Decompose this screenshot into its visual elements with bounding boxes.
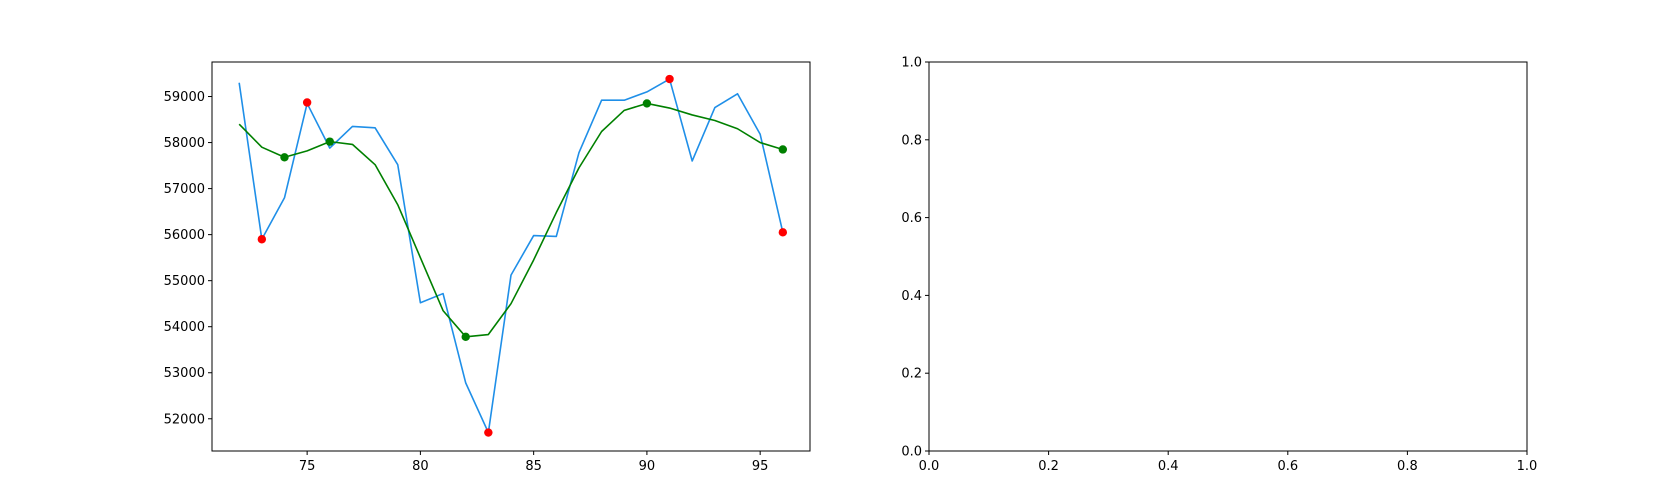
empty-chart-y-tick-label: 0.0 [901, 445, 922, 460]
price-chart-point-extrema [302, 98, 312, 107]
empty-chart-frame [928, 61, 1528, 452]
empty-chart: 0.0 0.2 0.4 0.6 0.8 1.0 0.0 0.2 0.4 0.6 0.8 1.0 [901, 56, 1537, 475]
price-chart-y-tick-label: 53000 [164, 366, 205, 381]
price-chart-y-tick-label: 54000 [164, 320, 205, 335]
price-chart-point-extrema [665, 74, 674, 84]
price-chart-x-tick-label: 90 [639, 459, 656, 474]
price-chart-y-tick-label: 57000 [164, 182, 205, 197]
price-chart-point-smoothed-extrema [461, 332, 470, 342]
empty-chart-y-tick-label: 0.8 [901, 133, 922, 148]
empty-chart-x-tick-label: 0.0 [919, 459, 940, 474]
empty-chart-x-tick-label: 0.4 [1158, 459, 1179, 474]
price-chart-point-extrema [257, 235, 267, 244]
price-chart-y-tick-label: 59000 [164, 90, 205, 105]
price-chart-x-tick-label: 95 [752, 459, 769, 474]
price-chart-series-price [238, 78, 784, 434]
empty-chart-x-tick-label: 0.6 [1277, 459, 1298, 474]
empty-chart-y-tick-label: 1.0 [901, 56, 922, 71]
price-chart-point-extrema [778, 228, 788, 237]
empty-chart-x-tick-label: 0.2 [1038, 459, 1059, 474]
price-chart-y-tick-label: 55000 [164, 274, 205, 289]
price-chart-x-axis: 75 80 85 90 95 [299, 451, 769, 474]
price-chart-point-smoothed-extrema [325, 137, 334, 146]
price-chart-point-smoothed-extrema [642, 99, 652, 108]
empty-chart-x-tick-label: 0.8 [1397, 459, 1418, 474]
price-chart-y-tick-label: 58000 [164, 136, 205, 151]
empty-chart-x-axis: 0.0 0.2 0.4 0.6 0.8 1.0 [919, 451, 1538, 474]
price-chart-x-tick-label: 75 [299, 459, 316, 474]
price-chart-y-tick-label: 52000 [164, 412, 205, 427]
price-chart-x-tick-label: 80 [412, 459, 429, 474]
empty-chart-y-tick-label: 0.4 [901, 289, 922, 304]
price-chart-x-tick-label: 85 [525, 459, 542, 474]
empty-chart-x-tick-label: 1.0 [1517, 459, 1538, 474]
empty-chart-y-axis: 0.0 0.2 0.4 0.6 0.8 1.0 [901, 56, 929, 460]
price-chart: 75 80 85 90 95 52000 53000 54000 55000 56000 5700… [164, 61, 811, 474]
price-chart-point-extrema [484, 428, 493, 437]
price-chart-y-axis: 52000 53000 54000 55000 56000 57000 58000 59000 [164, 90, 212, 427]
empty-chart-y-tick-label: 0.2 [901, 367, 922, 382]
price-chart-frame [211, 61, 811, 452]
price-chart-point-smoothed-extrema [778, 145, 788, 154]
price-chart-point-smoothed-extrema [280, 153, 289, 162]
price-chart-y-tick-label: 56000 [164, 228, 205, 243]
empty-chart-y-tick-label: 0.6 [901, 211, 922, 226]
price-chart-plot-area [238, 74, 788, 437]
